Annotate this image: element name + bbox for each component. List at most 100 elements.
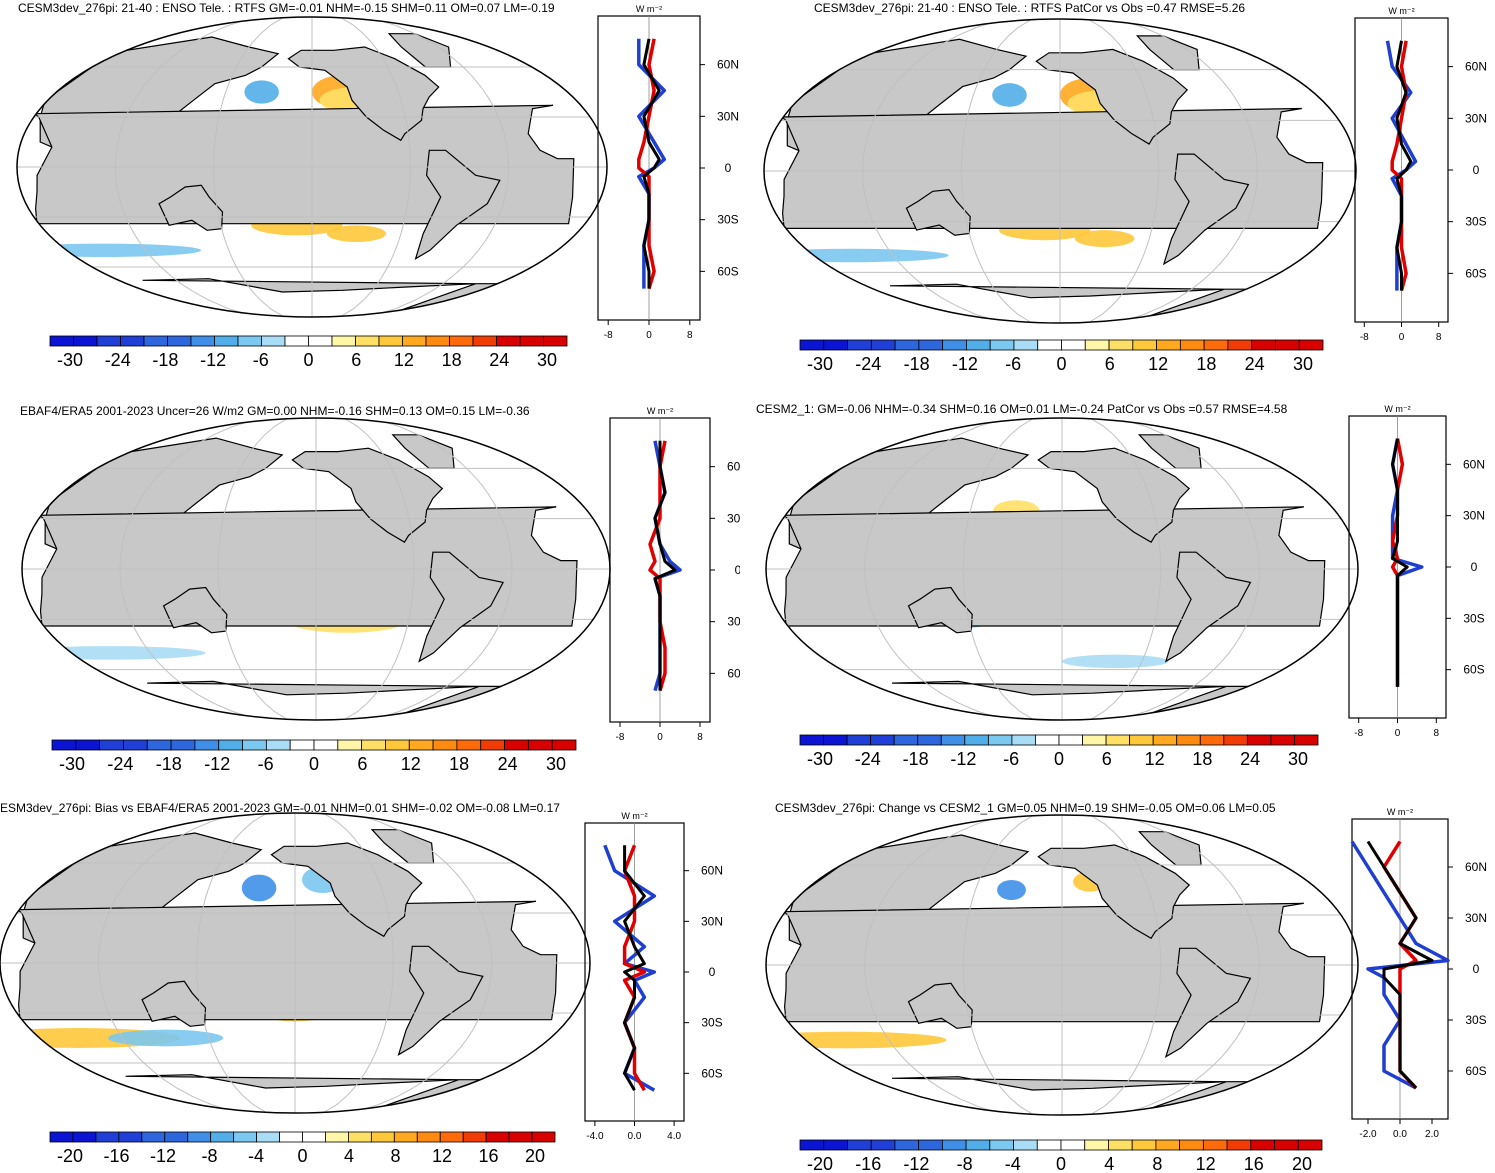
colorbar-tick-label: 18 xyxy=(442,350,462,370)
x-tick-label: 8 xyxy=(1434,728,1440,739)
longitude-gridline xyxy=(862,19,1005,323)
x-tick-label: 0.0 xyxy=(628,1131,642,1142)
colorbar-tick-label: -6 xyxy=(253,350,269,370)
continent xyxy=(1164,947,1252,1058)
longitude-gridline xyxy=(1117,815,1260,1115)
colorbar-tick-label: 16 xyxy=(1244,1154,1264,1173)
longitude-gridline xyxy=(350,813,493,1113)
colorbar-tick-label: -16 xyxy=(855,1154,881,1173)
continent xyxy=(397,945,484,1056)
zonal-mean-plot: W m⁻² 60N 30N 0 30S 60S -8 0 8 xyxy=(1348,404,1485,739)
longitude-gridline xyxy=(1089,815,1162,1115)
colorbar-tick-label: -6 xyxy=(258,754,274,774)
longitude-gridline xyxy=(1087,19,1160,323)
colorbar-tick-label: 20 xyxy=(1292,1154,1312,1173)
longitude-gridline xyxy=(962,815,1035,1115)
colorbar: -30 -24 -18 -12 -6 0 6 12 18 24 30 xyxy=(799,734,1319,769)
world-map xyxy=(0,812,591,1114)
panel-rtfs-map: CESM3dev_276pi: 21-40 : ENSO Tele. : RTF… xyxy=(0,0,740,380)
colorbar-tick-label: 12 xyxy=(394,350,414,370)
x-tick-label: 8 xyxy=(697,732,703,743)
colorbar-tick-label: -12 xyxy=(150,1146,176,1166)
continent xyxy=(162,586,228,634)
lat-tick-label: 0 xyxy=(725,161,732,175)
colorbar-segment xyxy=(1298,339,1324,351)
continent xyxy=(907,586,973,634)
lat-tick-label: 30S xyxy=(1465,1013,1486,1027)
colorbar-tick-label: 6 xyxy=(357,754,367,774)
lat-tick-label: 0 xyxy=(1473,163,1480,177)
lat-tick-label: 30S xyxy=(717,213,738,227)
colorbar-tick-label: -16 xyxy=(103,1146,129,1166)
colorbar-tick-label: -24 xyxy=(855,354,881,374)
colorbar: -30 -24 -18 -12 -6 0 6 12 18 24 30 xyxy=(49,335,568,370)
lat-tick-label: 60N xyxy=(727,460,740,474)
zonal-series-black xyxy=(1366,840,1434,1090)
x-tick-label: 0 xyxy=(646,330,652,341)
colorbar-tick-label: 0 xyxy=(1054,749,1064,769)
anomaly-region xyxy=(241,874,277,902)
colorbar-tick-label: -24 xyxy=(107,754,133,774)
panel-title: CESM3dev_276pi: 21-40 : ENSO Tele. : RTF… xyxy=(814,1,1246,15)
longitude-gridline xyxy=(1089,418,1162,720)
longitude-gridline xyxy=(213,17,285,317)
colorbar-tick-label: -12 xyxy=(950,749,976,769)
zonal-unit-label: W m⁻² xyxy=(1384,404,1410,414)
map-border xyxy=(0,812,591,1114)
colorbar-tick-label: -24 xyxy=(855,749,881,769)
colorbar-tick-label: 0 xyxy=(303,350,313,370)
x-tick-label: -2.0 xyxy=(1359,1129,1377,1140)
longitude-gridline xyxy=(864,815,1007,1115)
colorbar-segment xyxy=(543,335,568,347)
colorbar-tick-label: -18 xyxy=(152,350,178,370)
lat-tick-label: 60S xyxy=(1465,1064,1486,1078)
colorbar-tick-label: 18 xyxy=(1196,354,1216,374)
colorbar-segment xyxy=(1297,1139,1323,1151)
zonal-unit-label: W m⁻² xyxy=(1388,6,1414,16)
colorbar-tick-label: -18 xyxy=(903,749,929,769)
colorbar-tick-label: -12 xyxy=(200,350,226,370)
colorbar-tick-label: 8 xyxy=(390,1146,400,1166)
longitude-gridline xyxy=(217,418,289,720)
colorbar-tick-label: -8 xyxy=(201,1146,217,1166)
colorbar-tick-label: 16 xyxy=(478,1146,498,1166)
longitude-gridline xyxy=(864,418,1007,720)
x-tick-label: -4.0 xyxy=(586,1131,604,1142)
anomaly-region xyxy=(1074,230,1135,247)
lat-tick-label: 30S xyxy=(701,1016,722,1030)
colorbar-tick-label: -20 xyxy=(57,1146,83,1166)
lat-tick-label: 30S xyxy=(1463,611,1484,625)
colorbar-tick-label: 12 xyxy=(432,1146,452,1166)
colorbar-tick-label: 12 xyxy=(1145,749,1165,769)
colorbar-tick-label: -24 xyxy=(105,350,131,370)
longitude-gridline xyxy=(1117,418,1260,720)
x-tick-label: 4.0 xyxy=(667,1131,681,1142)
longitude-gridline xyxy=(114,17,257,317)
x-tick-label: 8 xyxy=(687,330,693,341)
x-tick-label: 0 xyxy=(657,732,663,743)
colorbar-tick-label: -30 xyxy=(807,354,833,374)
continent xyxy=(418,551,505,663)
panel-bias-map: ESM3dev_276pi: Bias vs EBAF4/ERA5 2001-2… xyxy=(0,795,740,1173)
lat-tick-label: 0 xyxy=(709,965,716,979)
zonal-series-black xyxy=(653,440,677,691)
zonal-mean-plot: W m⁻² 60N 30N 0 30S 60S -8 0 8 xyxy=(1354,6,1487,343)
colorbar-tick-label: -12 xyxy=(903,1154,929,1173)
longitude-gridline xyxy=(196,813,268,1113)
longitude-gridline xyxy=(960,19,1033,323)
colorbar-tick-label: 12 xyxy=(401,754,421,774)
colorbar-tick-label: -6 xyxy=(1005,354,1021,374)
colorbar-tick-label: 20 xyxy=(525,1146,545,1166)
colorbar-tick-label: 12 xyxy=(1148,354,1168,374)
colorbar-tick-label: -12 xyxy=(952,354,978,374)
panel-rtfs-patcor-map: CESM3dev_276pi: 21-40 : ENSO Tele. : RTF… xyxy=(748,0,1495,380)
colorbar-segment xyxy=(531,1131,556,1143)
anomaly-region xyxy=(244,80,279,104)
continent xyxy=(905,188,971,236)
lat-tick-label: 60S xyxy=(1463,663,1484,677)
zonal-unit-label: W m⁻² xyxy=(647,406,673,416)
lat-tick-label: 0 xyxy=(735,563,740,577)
longitude-gridline xyxy=(1115,19,1258,323)
zonal-mean-plot: W m⁻² 60N 30N 0 30S 60S -2.0 0.0 2.0 xyxy=(1350,807,1487,1140)
panel-title: CESM3dev_276pi: Change vs CESM2_1 GM=0.0… xyxy=(775,801,1276,815)
